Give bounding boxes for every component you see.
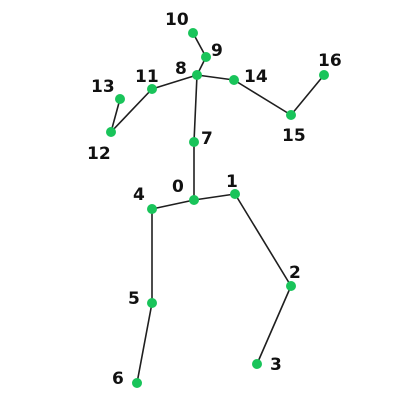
joint-label-9: 9 [211,41,223,61]
joint-15 [286,110,296,120]
joint-label-7: 7 [201,129,213,149]
joint-label-16: 16 [318,51,342,71]
joint-label-13: 13 [91,77,115,97]
bone-5-6 [137,303,152,383]
joint-label-14: 14 [244,67,268,87]
bone-2-3 [257,286,291,364]
joint-14 [229,75,239,85]
bone-1-2 [235,194,291,286]
joint-label-10: 10 [165,10,189,30]
bone-0-1 [194,194,235,200]
joint-label-12: 12 [87,144,111,164]
joint-9 [201,52,211,62]
joint-6 [132,378,142,388]
joint-label-3: 3 [270,355,282,375]
joint-label-6: 6 [112,369,124,389]
bone-7-8 [194,75,197,142]
joint-16 [319,70,329,80]
bone-15-16 [291,75,324,115]
bone-0-4 [152,200,194,209]
joint-7 [189,137,199,147]
bone-8-14 [197,75,234,80]
joint-label-11: 11 [135,67,159,87]
joint-8 [192,70,202,80]
joint-0 [189,195,199,205]
joint-12 [106,127,116,137]
joint-label-8: 8 [175,59,187,79]
joint-label-1: 1 [226,172,238,192]
joint-label-2: 2 [289,263,301,283]
joint-4 [147,204,157,214]
joint-3 [252,359,262,369]
joint-label-5: 5 [128,289,140,309]
joint-5 [147,298,157,308]
joint-13 [115,94,125,104]
joint-label-0: 0 [172,177,184,197]
joint-label-4: 4 [133,185,145,205]
joint-10 [188,28,198,38]
joint-label-15: 15 [282,126,306,146]
